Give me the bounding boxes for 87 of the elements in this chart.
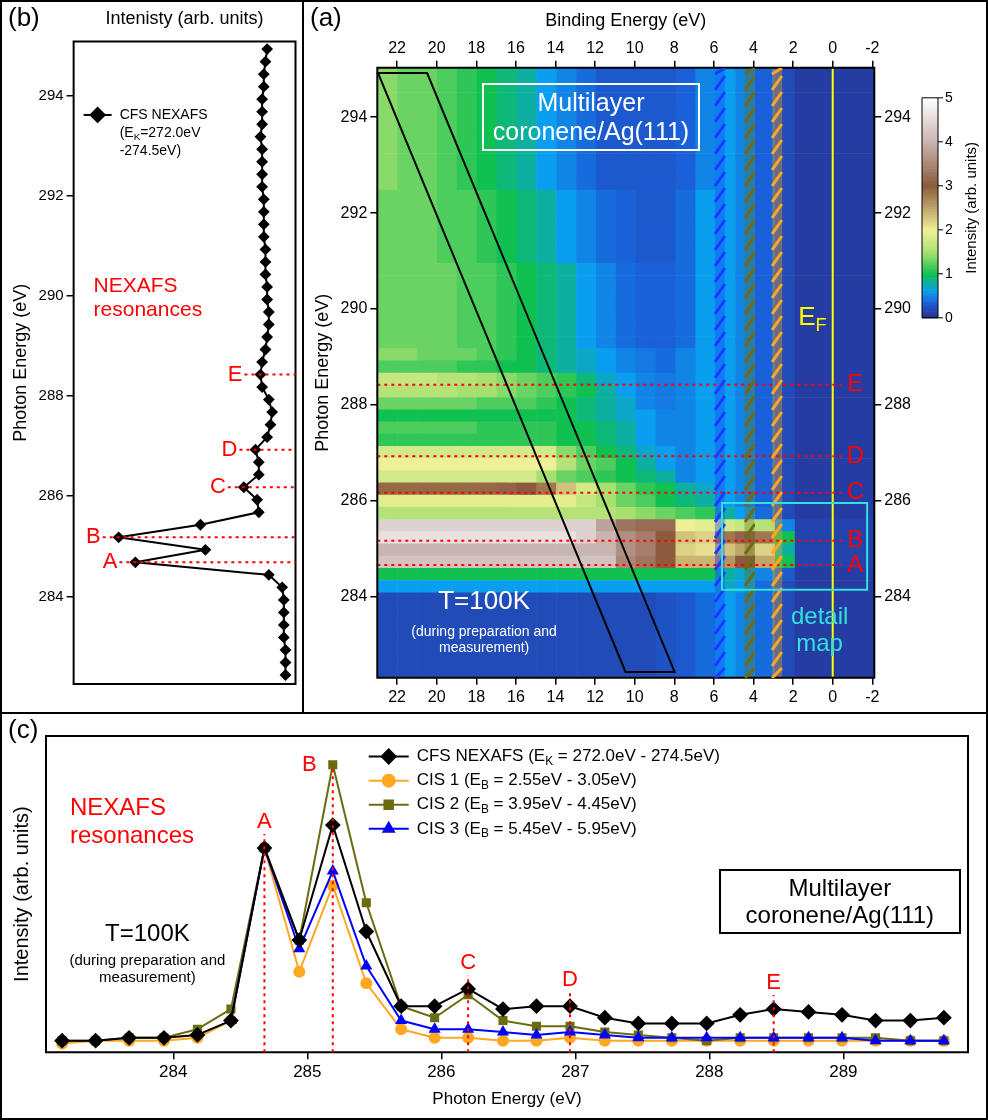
annotation: Multilayer coronene/Ag(111): [481, 83, 701, 151]
x2-tick-label: 4: [749, 38, 759, 56]
x-tick-label: 18: [467, 687, 486, 705]
x2-tick-label: 2: [788, 38, 798, 56]
y-tick-label: 294: [38, 85, 64, 103]
x-tick-label: 22: [388, 687, 407, 705]
y2-tick-label: 294: [884, 107, 912, 125]
annotation: T=100K: [438, 585, 531, 617]
x2-axis-title: Binding Energy (eV): [545, 9, 707, 30]
x2-tick-label: 12: [586, 38, 605, 56]
annotation: NEXAFS resonances: [69, 792, 196, 849]
x2-tick-label: -2: [865, 38, 880, 56]
x-tick-label: 286: [427, 1062, 456, 1082]
x-tick-label: 2: [788, 687, 798, 705]
chart-title: (c): [8, 714, 39, 745]
y-axis-title: Photon Energy (eV): [9, 283, 30, 442]
x-tick-label: 8: [669, 687, 679, 705]
annotation: NEXAFS resonances: [93, 272, 204, 322]
annotation: T=100K: [105, 919, 190, 947]
x2-tick-label: 10: [625, 38, 644, 56]
y2-tick-label: 290: [884, 299, 912, 317]
x-tick-label: 6: [709, 687, 719, 705]
x-tick-label: 12: [586, 687, 605, 705]
x2-tick-label: 18: [467, 38, 486, 56]
annotation: (during preparation and measurement): [68, 951, 227, 986]
ref-line-label: C: [209, 473, 226, 499]
y2-tick-label: 286: [884, 491, 912, 509]
y2-tick-label: 284: [884, 587, 912, 605]
y-tick-label: 292: [340, 203, 368, 221]
chart-title: (a): [310, 2, 342, 33]
y-tick-label: 284: [38, 586, 64, 604]
y-tick-label: 294: [340, 107, 368, 125]
x-tick-label: 20: [427, 687, 446, 705]
x-tick-label: 0: [828, 687, 838, 705]
color-bar-label: 0: [945, 308, 953, 325]
color-bar-label: 5: [945, 88, 953, 105]
chart-title: (b): [8, 2, 40, 33]
x-tick-label: 16: [507, 687, 525, 705]
x2-tick-label: 6: [709, 38, 719, 56]
ref-line-label: C: [846, 477, 864, 505]
x-tick-label: 287: [561, 1062, 590, 1082]
y-tick-label: 290: [340, 299, 368, 317]
color-bar-label: 3: [945, 176, 953, 193]
ref-line-label: B: [302, 750, 317, 776]
y-tick-label: 292: [38, 185, 64, 203]
x-tick-label: 284: [159, 1062, 188, 1082]
x-tick-label: -2: [865, 687, 880, 705]
x-axis-title: Photon Energy (eV): [432, 1089, 582, 1109]
x2-tick-label: 14: [546, 38, 565, 56]
x-tick-label: 14: [546, 687, 565, 705]
x2-tick-label: 0: [828, 38, 838, 56]
x2-tick-label: 8: [669, 38, 679, 56]
ref-line-label: E: [766, 969, 782, 995]
x-tick-label: 288: [695, 1062, 724, 1082]
ref-line-label: B: [85, 523, 101, 549]
y2-tick-label: 288: [884, 395, 912, 413]
y2-tick-label: 292: [884, 203, 912, 221]
ref-line-label: D: [562, 966, 578, 992]
color-bar-title: Intensity (arb. units): [962, 141, 980, 274]
ref-line-label: E: [847, 369, 864, 397]
ref-line-label: E: [227, 360, 243, 386]
x2-tick-label: 20: [427, 38, 446, 56]
x-tick-label: 289: [829, 1062, 858, 1082]
y-tick-label: 288: [340, 395, 368, 413]
y-tick-label: 286: [340, 491, 368, 509]
x-tick-label: 285: [293, 1062, 322, 1082]
y-axis-title: Photon Energy (eV): [311, 293, 332, 452]
x-tick-label: 10: [625, 687, 644, 705]
color-bar-label: 2: [945, 220, 953, 237]
ref-line-label: D: [846, 440, 864, 468]
y-tick-label: 286: [38, 486, 64, 504]
ref-line-label: C: [460, 949, 477, 975]
x2-tick-label: 16: [507, 38, 525, 56]
y-tick-label: 284: [340, 587, 368, 605]
y-axis-title: Intensity (arb. units): [9, 806, 32, 982]
y-tick-label: 288: [38, 386, 64, 404]
x-axis-title: Intenisty (arb. units): [105, 7, 264, 28]
x-tick-label: 4: [749, 687, 759, 705]
ref-line-label: A: [102, 548, 118, 574]
x2-tick-label: 22: [388, 38, 407, 56]
ref-line-label: D: [221, 435, 238, 461]
color-bar-label: 4: [945, 132, 953, 149]
annotation: (during preparation and measurement): [410, 622, 558, 656]
ref-line-label: A: [257, 808, 273, 834]
annotation: Multilayer coronene/Ag(111): [719, 868, 961, 934]
y-tick-label: 290: [38, 286, 64, 304]
color-bar-label: 1: [945, 264, 953, 281]
